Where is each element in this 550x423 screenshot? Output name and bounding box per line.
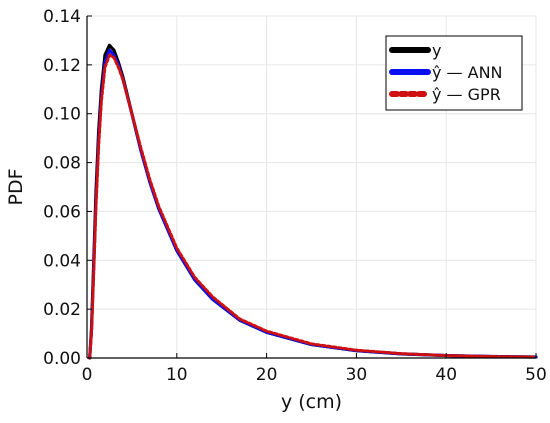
legend: y ŷ — ANN ŷ — GPR [385, 35, 523, 111]
y-tick-label: 0.08 [43, 154, 81, 174]
series-line-gpr [88, 53, 538, 360]
x-tick-label: 20 [256, 365, 278, 385]
y-tick-label: 0.02 [43, 300, 81, 320]
x-tick-label: 40 [435, 365, 457, 385]
y-axis-title: PDF [5, 168, 27, 205]
x-axis-title: y (cm) [281, 391, 342, 413]
series-lines [88, 43, 538, 360]
x-tick-label: 30 [346, 365, 368, 385]
legend-label-ann: ŷ — ANN [432, 63, 503, 82]
x-tick-label: 10 [166, 365, 188, 385]
y-tick-label: 0.04 [43, 251, 81, 271]
y-tick-label: 0.06 [43, 202, 81, 222]
y-tick-label: 0.00 [43, 349, 81, 369]
axes [86, 15, 537, 359]
legend-label-y: y [432, 41, 441, 60]
x-tick-label: 50 [525, 365, 547, 385]
tick-labels: 0 10 20 30 40 50 0.00 0.02 0.04 0.06 0.08 0.10 0.12 0… [43, 7, 547, 385]
x-tick-label: 0 [82, 365, 93, 385]
y-tick-label: 0.12 [43, 56, 81, 76]
y-tick-label: 0.10 [43, 105, 81, 125]
legend-label-gpr: ŷ — GPR [432, 85, 501, 104]
y-tick-label: 0.14 [43, 7, 81, 27]
